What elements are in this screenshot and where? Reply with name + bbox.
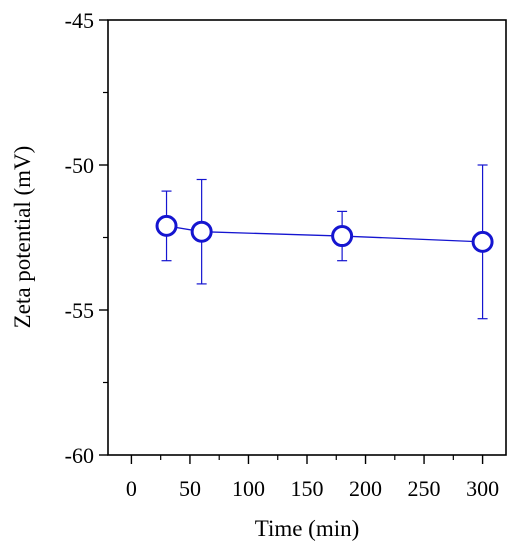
x-tick-label: 50 — [179, 476, 201, 501]
x-tick-label: 250 — [408, 476, 441, 501]
x-tick-label: 100 — [232, 476, 265, 501]
x-tick-label: 0 — [126, 476, 137, 501]
x-axis-ticks: 0 50 100 150 200 250 300 — [126, 455, 499, 501]
x-axis-title: Time (min) — [255, 516, 360, 541]
y-axis-title: Zeta potential (mV) — [10, 146, 35, 329]
plot-frame — [107, 19, 507, 456]
y-axis-ticks: -45 -50 -55 -60 — [65, 8, 108, 468]
data-series — [155, 164, 494, 320]
y-tick-label: -55 — [65, 298, 94, 323]
x-tick-label: 200 — [349, 476, 382, 501]
data-point-marker — [331, 225, 354, 248]
data-point-marker — [471, 230, 494, 253]
data-point-marker — [190, 220, 213, 243]
x-tick-label: 300 — [466, 476, 499, 501]
data-point-marker — [155, 214, 178, 237]
y-tick-label: -60 — [65, 443, 94, 468]
y-tick-label: -45 — [65, 8, 94, 33]
y-tick-label: -50 — [65, 153, 94, 178]
series-line — [166, 225, 483, 243]
x-tick-label: 150 — [291, 476, 324, 501]
